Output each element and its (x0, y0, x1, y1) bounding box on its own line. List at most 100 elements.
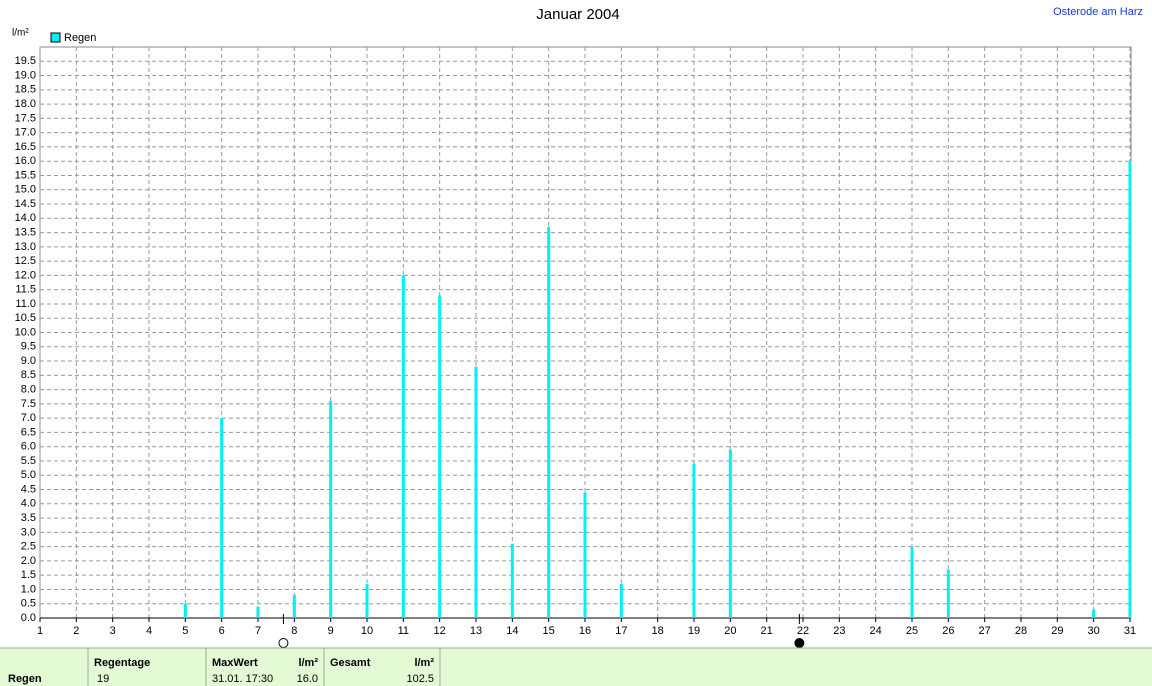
bar (510, 543, 514, 618)
bar (329, 401, 333, 618)
chart-title: Januar 2004 (536, 6, 619, 23)
y-tick-label: 14.5 (15, 198, 36, 210)
y-tick-label: 10.0 (15, 326, 36, 338)
col-unit: l/m² (298, 657, 318, 669)
y-tick-label: 5.5 (21, 455, 36, 467)
x-tick-label: 19 (688, 625, 700, 637)
bar (619, 583, 623, 618)
y-tick-label: 0.5 (21, 598, 36, 610)
bar (692, 463, 696, 618)
bar (438, 295, 442, 618)
legend-label: Regen (64, 32, 96, 44)
bar (583, 492, 587, 618)
bar (1128, 161, 1132, 618)
y-tick-label: 13.5 (15, 226, 36, 238)
x-tick-label: 1 (37, 625, 43, 637)
y-tick-label: 18.5 (15, 84, 36, 96)
x-tick-label: 30 (1088, 625, 1100, 637)
y-tick-label: 8.0 (21, 384, 36, 396)
y-tick-label: 16.0 (15, 155, 36, 167)
legend-swatch (50, 32, 61, 43)
x-tick-label: 17 (615, 625, 627, 637)
moon-marker (278, 638, 289, 648)
x-tick-label: 5 (182, 625, 188, 637)
y-tick-label: 12.5 (15, 255, 36, 267)
bar (474, 366, 478, 618)
bar (401, 275, 405, 618)
x-tick-label: 9 (328, 625, 334, 637)
y-tick-label: 14.0 (15, 212, 36, 224)
col-header: Gesamt (330, 657, 371, 669)
y-tick-label: 13.0 (15, 241, 36, 253)
x-tick-label: 18 (652, 625, 664, 637)
y-tick-label: 17.5 (15, 112, 36, 124)
y-tick-label: 5.0 (21, 469, 36, 481)
y-tick-label: 11.0 (15, 298, 36, 310)
x-tick-label: 31 (1124, 625, 1136, 637)
y-tick-label: 18.0 (15, 98, 36, 110)
y-tick-label: 7.0 (21, 412, 36, 424)
x-tick-label: 22 (797, 625, 809, 637)
y-tick-label: 10.5 (15, 312, 36, 324)
y-tick-label: 8.5 (21, 369, 36, 381)
y-tick-label: 6.5 (21, 426, 36, 438)
y-tick-label: 3.5 (21, 512, 36, 524)
y-tick-label: 7.5 (21, 398, 36, 410)
y-tick-label: 9.5 (21, 341, 36, 353)
y-tick-label: 2.5 (21, 541, 36, 553)
location: Osterode am Harz (1053, 6, 1143, 18)
x-tick-label: 6 (219, 625, 225, 637)
bar (910, 546, 914, 618)
y-tick-label: 6.0 (21, 441, 36, 453)
cell: 19 (97, 673, 109, 685)
x-tick-label: 21 (761, 625, 773, 637)
col-unit: l/m² (414, 657, 434, 669)
moon-marker (794, 638, 805, 648)
row-label: Regen (8, 673, 42, 685)
x-tick-label: 3 (110, 625, 116, 637)
y-tick-label: 2.0 (21, 555, 36, 567)
x-tick-label: 2 (73, 625, 79, 637)
table-bg (0, 648, 1152, 686)
x-tick-label: 24 (870, 625, 882, 637)
y-tick-label: 15.5 (15, 169, 36, 181)
bar (292, 595, 296, 618)
col-header: Regentage (94, 657, 150, 669)
bar (365, 583, 369, 618)
y-tick-label: 16.5 (15, 141, 36, 153)
y-tick-label: 3.0 (21, 526, 36, 538)
y-tick-label: 17.0 (15, 127, 36, 139)
y-tick-label: 1.5 (21, 569, 36, 581)
bar (946, 569, 950, 618)
x-tick-label: 28 (1015, 625, 1027, 637)
y-tick-label: 4.0 (21, 498, 36, 510)
x-tick-label: 11 (398, 625, 409, 637)
y-tick-label: 0.0 (21, 612, 36, 624)
cell: 16.0 (297, 673, 318, 685)
x-tick-label: 27 (979, 625, 991, 637)
col-header: MaxWert (212, 657, 258, 669)
x-tick-label: 10 (361, 625, 373, 637)
x-tick-label: 25 (906, 625, 918, 637)
x-tick-label: 7 (255, 625, 261, 637)
y-axis-label: l/m² (12, 28, 29, 39)
x-tick-label: 4 (146, 625, 152, 637)
cell: 102.5 (406, 673, 434, 685)
y-tick-label: 1.0 (21, 583, 36, 595)
plot: 0.0 0.5 1.0 1.5 2.0 2.5 3.0 3.5 4.0 4.5 5.0 5.5 6.0 6… (15, 46, 1136, 648)
bar (728, 449, 732, 618)
x-tick-label: 16 (579, 625, 591, 637)
x-tick-label: 20 (724, 625, 736, 637)
y-tick-label: 12.0 (15, 269, 36, 281)
x-tick-label: 14 (506, 625, 518, 637)
bar (547, 226, 551, 619)
y-tick-label: 9.0 (21, 355, 36, 367)
x-tick-label: 15 (543, 625, 555, 637)
bar (220, 418, 224, 618)
y-tick-label: 11.5 (15, 284, 36, 296)
x-tick-label: 29 (1051, 625, 1063, 637)
bar (1092, 609, 1096, 618)
x-tick-label: 12 (434, 625, 446, 637)
